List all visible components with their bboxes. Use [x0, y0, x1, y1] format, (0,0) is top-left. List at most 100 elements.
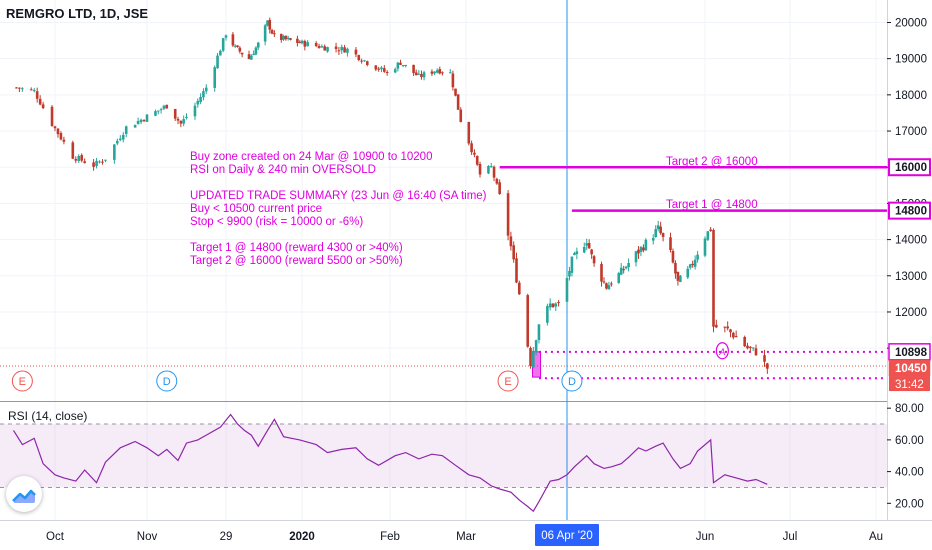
annotation-line-8: Target 1 @ 14800 (reward 4300 or >40%) — [190, 242, 403, 254]
candle-body — [282, 36, 285, 40]
candle-body — [478, 164, 482, 175]
candle-100 — [399, 59, 402, 66]
candle-body — [74, 158, 78, 161]
candle-150 — [587, 239, 591, 249]
candle-142 — [557, 300, 560, 307]
candle-98 — [393, 67, 397, 74]
price-label-box — [888, 201, 931, 220]
candle-181 — [693, 255, 697, 270]
candle-0 — [15, 87, 18, 89]
candle-body — [240, 52, 244, 55]
candle-body — [441, 72, 444, 74]
candle-99 — [396, 61, 400, 72]
candle-body — [575, 251, 579, 255]
tradingview-logo[interactable] — [6, 476, 42, 512]
event-marker-circle — [561, 370, 583, 392]
candle-body — [414, 72, 418, 76]
time-tick-label-5: Mar — [456, 531, 476, 543]
candle-145 — [570, 256, 574, 277]
candle-body — [50, 106, 54, 126]
target-2-label: Target 2 @ 16000 — [666, 156, 758, 168]
candle-90 — [360, 58, 363, 64]
candle-62 — [256, 41, 260, 51]
candle-108 — [430, 69, 434, 77]
event-marker-letter: E — [19, 376, 26, 388]
candle-body — [732, 332, 735, 338]
candle-body — [605, 283, 608, 289]
price-label-16000: 16000 — [888, 158, 931, 177]
candle-55 — [236, 45, 239, 48]
candle-body — [354, 49, 358, 55]
candle-143 — [565, 272, 569, 306]
candle-body — [422, 72, 426, 78]
candle-86 — [343, 44, 346, 53]
candle-52 — [224, 34, 228, 41]
candle-body — [438, 69, 442, 74]
candle-196 — [751, 347, 755, 352]
price-tick-label-7: 18000 — [895, 90, 927, 102]
candle-body — [734, 335, 738, 338]
candle-130 — [512, 241, 515, 263]
candle-147 — [575, 247, 579, 260]
candle-161 — [624, 265, 628, 270]
candle-body — [754, 348, 758, 356]
countdown-box — [889, 376, 930, 392]
candle-body — [568, 270, 571, 277]
candle-41 — [182, 115, 185, 127]
rsi-tick-label-1: 40.00 — [895, 467, 924, 479]
annotation-line-6: Stop < 9900 (risk = 10000 or -6%) — [190, 216, 364, 228]
candle-71 — [286, 35, 290, 41]
candle-body — [286, 37, 290, 39]
time-tick-label-2: 29 — [220, 531, 233, 543]
candle-body — [671, 250, 675, 263]
candle-body — [766, 363, 769, 369]
candle-80 — [320, 44, 324, 48]
candle-115 — [454, 88, 457, 97]
event-marker-2: E — [497, 370, 519, 392]
candle-140 — [551, 303, 555, 308]
chart-title: REMGRO LTD, 1D, JSE — [6, 6, 149, 21]
candle-body — [600, 264, 603, 282]
candle-20 — [98, 160, 101, 164]
price-label-text: 16000 — [895, 162, 927, 174]
candle-body — [551, 303, 555, 308]
candle-body — [622, 269, 625, 271]
candle-body — [298, 41, 301, 43]
candle-body — [487, 165, 490, 174]
candle-178 — [686, 266, 690, 280]
candle-body — [399, 62, 402, 65]
candle-body — [746, 345, 749, 349]
circle-marker: A — [715, 342, 729, 360]
rsi-line — [12, 413, 768, 513]
candle-92 — [365, 60, 369, 67]
candle-197 — [754, 344, 758, 356]
candle-44 — [196, 98, 200, 108]
candle-body — [529, 348, 532, 366]
event-marker-0: E — [11, 370, 33, 392]
candle-body — [726, 326, 729, 329]
candle-75 — [300, 39, 304, 45]
candle-65 — [268, 17, 272, 34]
time-tick-label-8: Au — [869, 531, 883, 543]
candle-body — [185, 116, 188, 118]
candle-119 — [470, 140, 473, 155]
cloud-icon — [12, 489, 36, 503]
candles — [15, 17, 769, 374]
candle-154 — [602, 277, 606, 284]
candle-134 — [529, 346, 532, 369]
candle-58 — [247, 50, 251, 60]
candle-body — [133, 124, 137, 128]
candle-body — [365, 61, 369, 66]
candle-body — [142, 120, 146, 122]
candle-94 — [377, 66, 380, 72]
candle-body — [639, 246, 643, 252]
candle-129 — [509, 231, 513, 251]
candle-151 — [590, 248, 593, 259]
candle-body — [656, 225, 660, 230]
rsi-band — [0, 424, 887, 488]
candle-126 — [495, 177, 499, 185]
candle-body — [712, 230, 715, 327]
annotation-line-9: Target 2 @ 16000 (reward 5500 or >50%) — [190, 255, 403, 267]
candle-54 — [233, 44, 237, 48]
candle-body — [518, 282, 521, 295]
